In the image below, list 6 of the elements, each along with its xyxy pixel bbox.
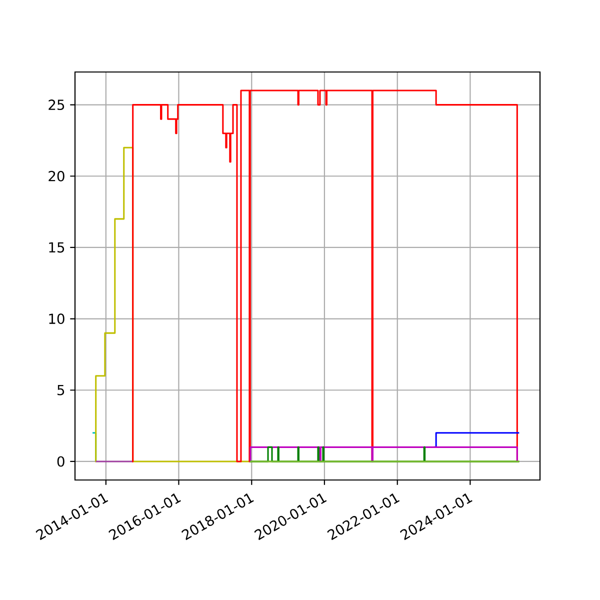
y-tick-label: 25 [48,100,64,110]
y-tick-label: 10 [49,314,64,324]
y-tick-label: 5 [58,384,64,396]
y-tick-label: 0 [57,456,64,467]
y-tick-label: 20 [48,170,64,182]
y-tick-label: 15 [49,242,64,253]
